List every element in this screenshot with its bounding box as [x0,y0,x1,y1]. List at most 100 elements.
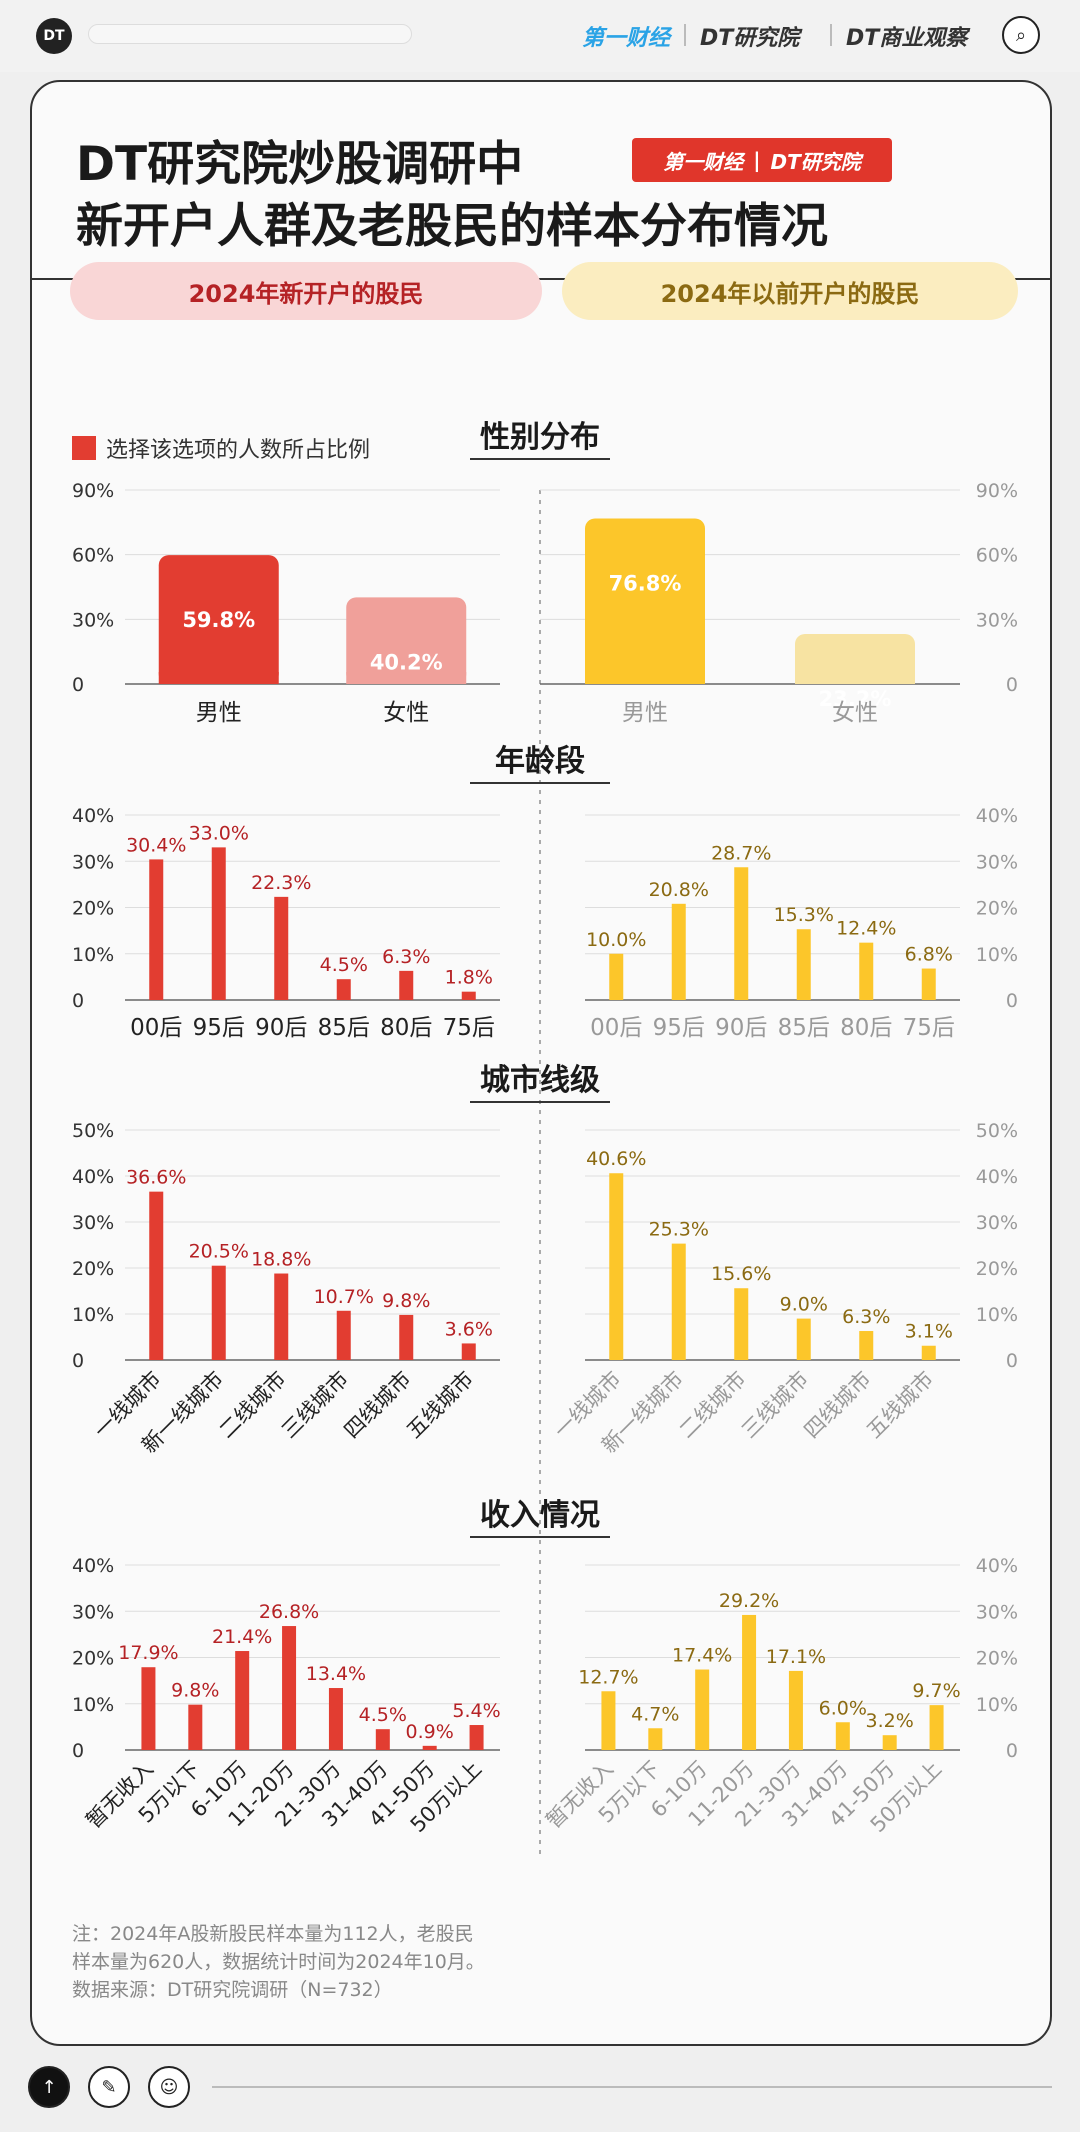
brand-dt-institute: DT研究院 [700,26,800,51]
bar-base-gender [585,672,705,684]
y-tick-label-right: 0 [1006,990,1018,1012]
url-bar[interactable] [88,24,412,44]
y-tick-label-left: 60% [72,545,114,567]
bar-age [921,968,936,1000]
y-tick-label-right: 50% [976,1120,1018,1142]
x-tick-label: 女性 [832,700,878,726]
data-label: 1.8% [445,967,493,989]
profile-button[interactable]: ☺ [148,2066,190,2108]
data-label: 9.8% [382,1290,430,1312]
bar-income [835,1722,850,1750]
y-tick-label-left: 40% [72,805,114,827]
data-label: 6.3% [382,946,430,968]
data-label: 13.4% [306,1663,366,1685]
legend: 选择该选项的人数所占比例 [72,432,370,464]
y-tick-label-right: 0 [1006,1350,1018,1372]
data-label: 40.2% [370,650,443,674]
bar-age [671,903,686,1000]
bar-city [211,1265,226,1360]
y-tick-label-right: 0 [1006,674,1018,696]
bar-age [274,896,289,1000]
brand-yicai: 第一财经 [582,26,671,51]
y-tick-label-left: 90% [72,480,114,502]
bar-income [375,1729,390,1750]
x-tick-label: 五线城市 [862,1367,938,1443]
data-label: 26.8% [259,1601,319,1623]
data-label: 17.1% [766,1646,826,1668]
bar-base-gender [158,672,279,684]
brand-divider [684,24,686,46]
data-label: 6.3% [842,1306,890,1328]
data-label: 59.8% [182,608,255,632]
bar-income [601,1691,616,1750]
bar-city [149,1191,164,1360]
chart-title-city: 城市线级 [480,1063,600,1098]
scroll-top-button[interactable]: ↑ [28,2066,70,2108]
y-tick-label-right: 30% [976,851,1018,873]
bar-city [859,1331,874,1360]
y-tick-label-right: 40% [976,805,1018,827]
data-label: 17.9% [118,1642,178,1664]
badge-dt: DT研究院 [770,149,861,174]
data-label: 4.5% [320,954,368,976]
data-label: 30.4% [126,834,186,856]
x-tick-label: 二线城市 [674,1367,750,1443]
data-label: 21.4% [212,1626,272,1648]
x-tick-label: 三线城市 [737,1367,813,1443]
x-tick-label: 95后 [653,1015,705,1041]
edit-button[interactable]: ✎ [88,2066,130,2108]
search-button[interactable]: ⌕ [1002,16,1040,54]
bar-city [336,1310,351,1360]
data-label: 3.2% [866,1710,914,1732]
bar-age [609,953,624,1000]
bar-city [671,1243,686,1360]
header-divider [32,278,1050,280]
app-logo[interactable]: DT [36,18,72,54]
chart-title-age: 年龄段 [495,744,585,779]
top-bar: DT 第一财经 DT研究院 DT商业观察 ⌕ [0,0,1080,72]
y-tick-label-right: 0 [1006,1740,1018,1762]
bar-city [399,1314,414,1360]
group-label-new: 2024年新开户的股民 [70,262,542,320]
bar-gender [158,555,279,684]
data-label: 76.8% [609,571,682,595]
bar-income [882,1735,897,1750]
y-tick-label-right: 30% [976,1601,1018,1623]
data-label: 33.0% [189,822,249,844]
page-title: DT研究院炒股调研中 新开户人群及老股民的样本分布情况 [76,134,828,258]
y-tick-label-right: 30% [976,609,1018,631]
y-tick-label-left: 0 [72,1740,84,1762]
note-source: 数据来源：DT研究院调研（N=732） [72,1979,393,2001]
y-tick-label-left: 20% [72,898,114,920]
data-label: 28.7% [711,842,771,864]
y-tick-label-left: 30% [72,851,114,873]
y-tick-label-left: 0 [72,1350,84,1372]
bar-gender [585,518,705,684]
data-label: 3.1% [905,1321,953,1343]
bar-income [742,1614,757,1750]
data-label: 4.7% [631,1703,679,1725]
y-tick-label-right: 90% [976,480,1018,502]
data-label: 18.8% [251,1249,311,1271]
bar-gender [346,597,467,684]
bar-city [921,1345,936,1360]
y-tick-label-left: 50% [72,1120,114,1142]
data-label: 36.6% [126,1167,186,1189]
x-tick-label: 00后 [590,1015,642,1041]
bar-city [609,1173,624,1360]
chart-title-gender: 性别分布 [480,420,600,455]
y-tick-label-right: 30% [976,1212,1018,1234]
badge-yicai: 第一财经 [663,149,744,174]
data-label: 6.0% [819,1697,867,1719]
data-label: 10.7% [314,1286,374,1308]
data-label: 15.6% [711,1263,771,1285]
y-tick-label-right: 20% [976,898,1018,920]
note-line1: 注：2024年A股新股民样本量为112人，老股民 [72,1923,474,1945]
title-line2: 新开户人群及老股民的样本分布情况 [76,199,828,254]
y-tick-label-right: 10% [976,944,1018,966]
data-label: 25.3% [649,1219,709,1241]
bar-income [141,1667,156,1750]
data-label: 9.0% [780,1294,828,1316]
data-label: 29.2% [719,1590,779,1612]
bar-age [859,942,874,1000]
